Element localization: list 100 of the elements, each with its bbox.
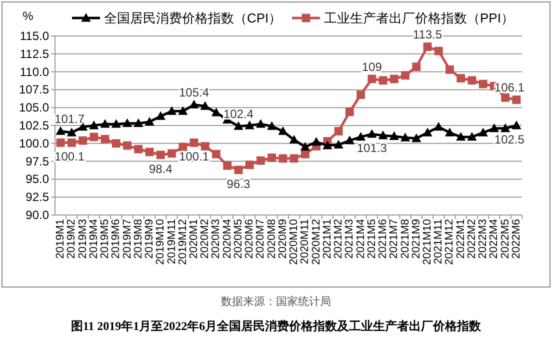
point [456,132,466,141]
x-tick-label: 2021M10 [421,219,434,265]
x-tick-label: 2019M3 [76,219,89,259]
x-tick-label: 2020M4 [221,219,234,259]
point [256,156,265,165]
data-label: 100.1 [178,150,210,164]
point [168,149,176,158]
point [356,90,365,99]
point [478,80,488,88]
y-tick-label: 107.5 [18,82,50,97]
point [401,71,410,80]
point [446,65,454,74]
x-tick-label: 2021M5 [366,219,378,259]
point [134,118,144,128]
point [156,150,165,160]
point [100,119,110,128]
point [412,133,422,142]
data-label: 105.4 [178,86,210,100]
data-label: 98.4 [148,162,173,176]
x-tick-label: 2020M12 [310,219,322,265]
data-label: 100.1 [54,150,85,164]
x-tick-label: 2021M2 [332,219,345,259]
point [368,74,376,84]
x-tick-label: 2021M8 [399,219,412,259]
point [123,141,132,150]
point [245,160,254,170]
point [378,130,388,140]
point [334,140,344,149]
point [267,121,277,130]
point [156,111,166,120]
x-tick-label: 2021M12 [444,219,456,265]
point [211,108,222,116]
x-tick-label: 2019M1 [54,219,67,259]
point [344,136,354,144]
point [78,136,87,145]
point [434,46,443,56]
x-tick-label: 2021M11 [432,219,445,264]
data-label: 101.3 [356,141,388,156]
point [434,122,444,131]
point [223,161,232,170]
point [112,139,120,148]
data-label: 96.3 [226,176,250,191]
point [367,129,377,138]
point [289,134,299,144]
point [268,154,276,162]
point [489,123,499,132]
point [422,128,432,136]
point [189,100,199,108]
point [90,132,98,142]
point [212,150,220,158]
point [356,132,366,141]
x-tick-label: 2021M1 [321,219,334,259]
point [334,127,343,136]
source-note: 数据来源：国家统计局 [221,295,331,308]
point [234,121,244,130]
point [412,62,421,71]
x-tick-label: 2022M5 [499,219,512,259]
x-tick-label: 2019M6 [110,219,122,259]
y-tick-label: 102.5 [18,118,50,132]
point [400,132,410,142]
point [190,138,198,147]
x-tick-label: 2020M5 [232,219,244,259]
point [56,126,66,135]
x-tick-label: 2021M6 [377,219,390,259]
data-label: 101.7 [54,112,85,126]
x-tick-label: 2019M8 [132,219,144,259]
point [111,119,121,128]
point [322,140,332,150]
point [468,76,476,85]
point [256,119,266,128]
point [122,118,132,128]
y-tick-label: 110.0 [20,64,50,79]
x-tick-label: 2022M4 [488,219,500,259]
point [278,154,288,163]
point [378,76,388,85]
x-tick-label: 2022M2 [466,219,478,259]
x-tick-label: 2022M3 [477,219,490,259]
x-tick-label: 2020M11 [299,219,312,264]
point [166,106,177,115]
point [234,166,243,174]
legend-label: 全国居民消费价格指数（CPI） [104,10,282,26]
x-tick-label: 2021M7 [388,219,400,259]
data-label: 102.5 [494,132,525,146]
x-tick-label: 2019M2 [66,219,78,259]
point [500,123,510,132]
point [300,142,310,151]
point [200,142,210,150]
legend-label: 工业生产者出厂价格指数（PPI） [324,10,514,26]
x-tick-label: 2019M12 [176,219,189,265]
x-tick-label: 2022M1 [454,219,467,259]
y-tick-label: 97.5 [26,154,50,168]
text: 图11 2019年1月至2022年6月全国居民消费价格指数及工业生产者出厂价格指数 [70,319,482,333]
data-label: 113.5 [412,28,442,42]
point [200,101,210,110]
x-tick-label: 2019M11 [166,219,178,264]
point [290,154,298,163]
x-tick-label: 2021M9 [410,219,422,259]
y-tick-label: 112.5 [20,46,50,61]
point [390,74,398,84]
point [389,131,399,140]
